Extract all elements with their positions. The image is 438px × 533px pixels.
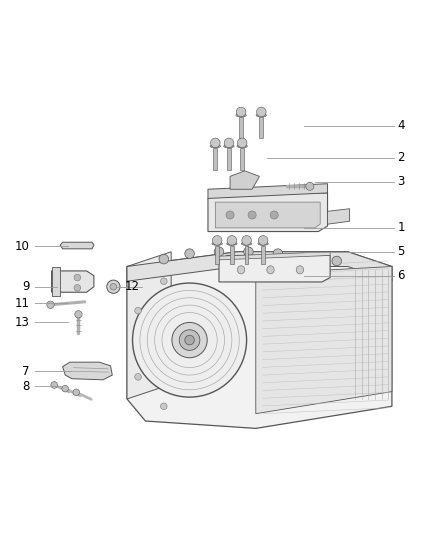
Polygon shape: [208, 184, 328, 198]
Circle shape: [211, 138, 220, 148]
Polygon shape: [219, 252, 330, 260]
Ellipse shape: [237, 266, 245, 274]
Circle shape: [179, 330, 200, 350]
Circle shape: [258, 236, 268, 245]
Ellipse shape: [210, 144, 221, 148]
Circle shape: [237, 138, 247, 148]
Circle shape: [74, 285, 81, 291]
Circle shape: [75, 311, 82, 318]
Circle shape: [185, 335, 194, 345]
Circle shape: [244, 247, 253, 256]
Circle shape: [214, 247, 224, 256]
Bar: [261, 246, 265, 263]
Circle shape: [160, 278, 167, 285]
Circle shape: [135, 374, 141, 380]
Ellipse shape: [267, 266, 274, 274]
Ellipse shape: [212, 242, 223, 245]
Circle shape: [227, 236, 237, 245]
Polygon shape: [230, 171, 259, 189]
Circle shape: [224, 138, 234, 148]
Polygon shape: [127, 252, 392, 429]
Circle shape: [248, 211, 256, 219]
Polygon shape: [215, 202, 320, 228]
Circle shape: [159, 254, 169, 264]
Polygon shape: [127, 252, 171, 399]
Text: 9: 9: [22, 280, 29, 293]
Polygon shape: [52, 266, 60, 296]
Circle shape: [172, 322, 207, 358]
Text: 5: 5: [397, 245, 405, 259]
Circle shape: [73, 389, 80, 395]
Bar: [230, 246, 234, 263]
Circle shape: [257, 107, 266, 117]
Ellipse shape: [236, 114, 246, 117]
Polygon shape: [52, 271, 94, 292]
Polygon shape: [208, 193, 328, 231]
Circle shape: [74, 274, 81, 281]
Circle shape: [135, 308, 141, 314]
Polygon shape: [256, 266, 392, 414]
Circle shape: [303, 253, 312, 262]
Circle shape: [226, 211, 234, 219]
Ellipse shape: [237, 144, 247, 148]
Circle shape: [242, 236, 251, 245]
Text: 7: 7: [22, 365, 29, 378]
Circle shape: [133, 283, 247, 397]
Bar: [240, 148, 244, 169]
Circle shape: [51, 382, 57, 388]
Text: 4: 4: [397, 119, 405, 133]
Text: 6: 6: [397, 269, 405, 282]
Circle shape: [212, 236, 222, 245]
Circle shape: [273, 249, 283, 259]
Bar: [215, 246, 219, 263]
Ellipse shape: [258, 242, 268, 245]
Circle shape: [110, 284, 117, 290]
Text: 11: 11: [14, 297, 29, 310]
Circle shape: [107, 280, 120, 293]
Text: 10: 10: [14, 240, 29, 253]
Ellipse shape: [296, 266, 304, 274]
Circle shape: [160, 403, 167, 410]
Circle shape: [332, 256, 342, 266]
Circle shape: [306, 182, 314, 190]
Circle shape: [236, 107, 246, 117]
Ellipse shape: [256, 114, 267, 117]
Bar: [245, 246, 248, 263]
Text: 2: 2: [397, 151, 405, 165]
Text: 13: 13: [14, 316, 29, 329]
Text: 3: 3: [397, 175, 405, 188]
Polygon shape: [63, 362, 112, 380]
Polygon shape: [219, 255, 330, 282]
Text: 8: 8: [22, 379, 29, 393]
Circle shape: [47, 301, 54, 309]
Circle shape: [185, 249, 194, 259]
Bar: [239, 117, 243, 138]
Bar: [227, 148, 231, 169]
Ellipse shape: [226, 242, 237, 245]
Text: 12: 12: [125, 280, 140, 293]
Bar: [259, 117, 263, 138]
Text: 1: 1: [397, 221, 405, 235]
Polygon shape: [328, 209, 350, 224]
Ellipse shape: [224, 144, 234, 148]
Polygon shape: [127, 252, 392, 281]
Circle shape: [270, 211, 278, 219]
Polygon shape: [60, 242, 94, 249]
Bar: [213, 148, 217, 169]
Circle shape: [62, 385, 68, 392]
Ellipse shape: [241, 242, 252, 245]
